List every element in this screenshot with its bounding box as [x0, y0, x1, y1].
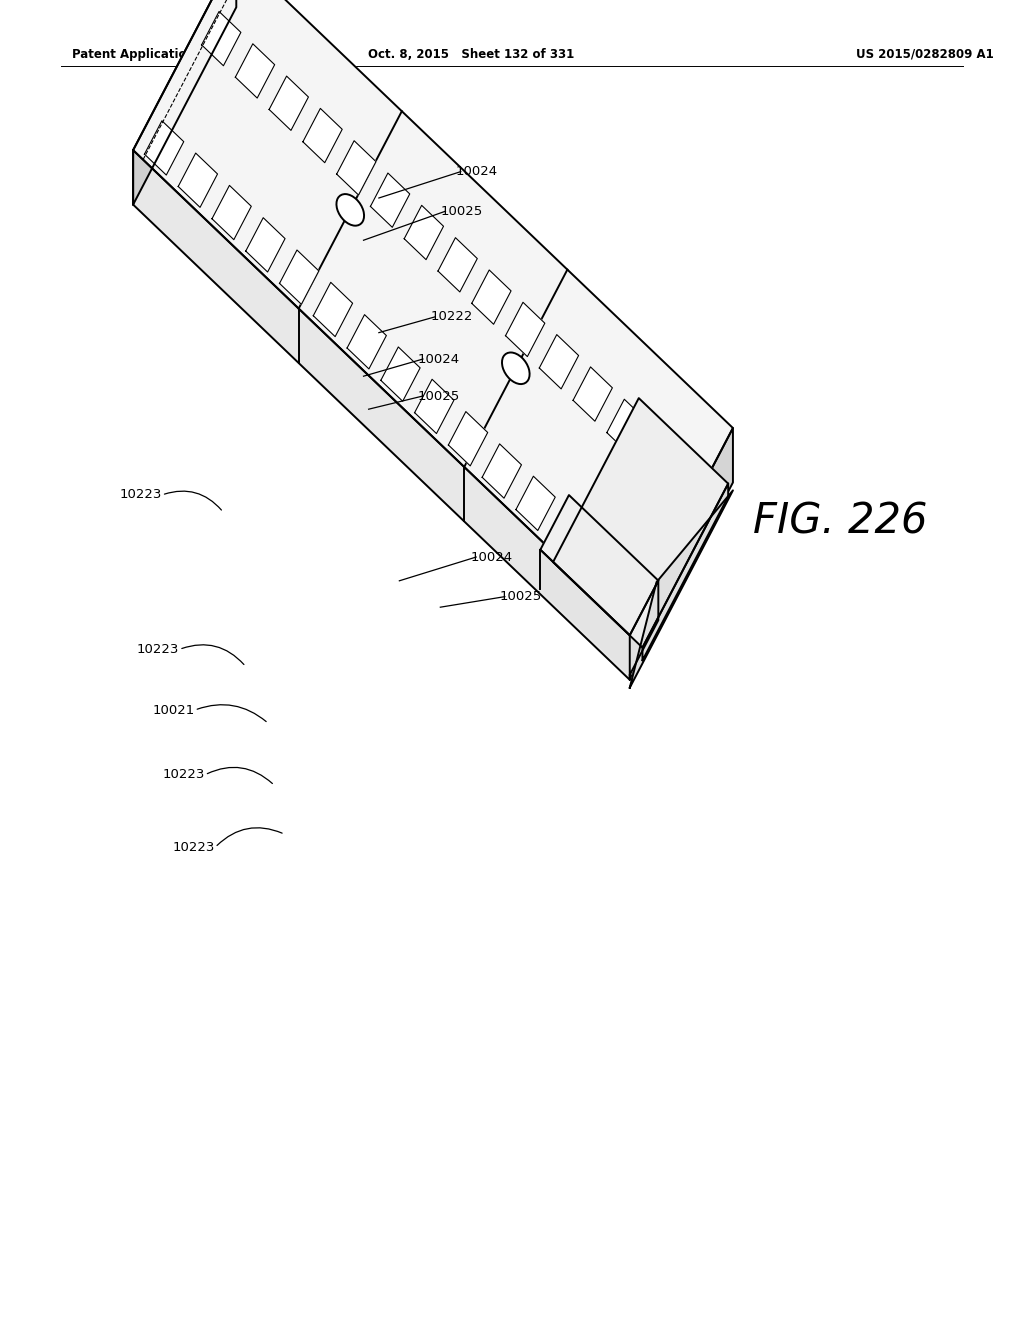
Polygon shape	[541, 495, 658, 635]
Polygon shape	[133, 150, 630, 680]
Polygon shape	[236, 44, 274, 98]
Polygon shape	[404, 206, 443, 260]
Polygon shape	[540, 334, 579, 389]
Text: 10021: 10021	[153, 704, 195, 717]
Polygon shape	[371, 173, 410, 227]
Text: US 2015/0282809 A1: US 2015/0282809 A1	[855, 48, 993, 61]
Polygon shape	[607, 399, 646, 454]
Polygon shape	[212, 185, 251, 240]
Text: Patent Application Publication: Patent Application Publication	[72, 48, 273, 61]
Polygon shape	[202, 12, 241, 66]
Polygon shape	[630, 428, 733, 680]
Polygon shape	[313, 282, 352, 337]
Polygon shape	[573, 367, 612, 421]
Ellipse shape	[502, 352, 529, 384]
Polygon shape	[516, 477, 555, 531]
Polygon shape	[133, 0, 237, 205]
Text: FIG. 226: FIG. 226	[753, 500, 927, 543]
Polygon shape	[550, 508, 589, 562]
Ellipse shape	[337, 194, 365, 226]
Polygon shape	[506, 302, 545, 356]
Polygon shape	[133, 0, 733, 626]
Text: 10223: 10223	[137, 643, 179, 656]
Text: 10025: 10025	[440, 205, 482, 218]
Polygon shape	[630, 490, 733, 688]
Text: Oct. 8, 2015   Sheet 132 of 331: Oct. 8, 2015 Sheet 132 of 331	[368, 48, 574, 61]
Text: 10025: 10025	[418, 389, 460, 403]
Text: 10223: 10223	[173, 841, 215, 854]
Polygon shape	[303, 108, 342, 162]
Polygon shape	[415, 379, 454, 433]
Text: 10222: 10222	[430, 310, 472, 323]
Polygon shape	[280, 249, 318, 305]
Polygon shape	[381, 347, 420, 401]
Polygon shape	[144, 120, 183, 176]
Polygon shape	[449, 412, 487, 466]
Polygon shape	[642, 483, 728, 660]
Polygon shape	[541, 549, 630, 675]
Polygon shape	[641, 432, 680, 486]
Polygon shape	[472, 271, 511, 325]
Polygon shape	[347, 314, 386, 370]
Text: 10223: 10223	[120, 488, 162, 502]
Polygon shape	[337, 141, 376, 195]
Text: 10223: 10223	[163, 768, 205, 781]
Polygon shape	[269, 77, 308, 131]
Polygon shape	[553, 399, 728, 648]
Polygon shape	[630, 581, 658, 675]
Polygon shape	[438, 238, 477, 292]
Polygon shape	[246, 218, 285, 272]
Text: 10024: 10024	[456, 165, 498, 178]
Polygon shape	[482, 444, 521, 498]
Polygon shape	[584, 541, 623, 595]
Polygon shape	[178, 153, 217, 207]
Text: 10024: 10024	[471, 550, 513, 564]
Text: 10025: 10025	[500, 590, 542, 603]
Text: 10024: 10024	[418, 352, 460, 366]
